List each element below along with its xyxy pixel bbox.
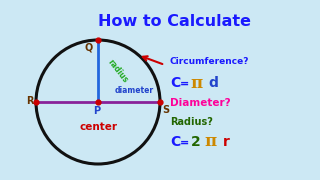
Text: 2: 2: [191, 135, 201, 149]
Text: π: π: [190, 75, 202, 91]
Text: center: center: [79, 122, 117, 132]
Text: Radius?: Radius?: [170, 117, 213, 127]
Text: r: r: [223, 135, 230, 149]
Text: C: C: [170, 135, 180, 149]
Text: C: C: [170, 76, 180, 90]
Text: S: S: [162, 105, 169, 115]
Text: How to Calculate: How to Calculate: [99, 14, 252, 29]
Text: π: π: [204, 134, 216, 150]
Text: R: R: [27, 96, 34, 106]
Text: radius: radius: [106, 58, 130, 84]
Text: Circumference?: Circumference?: [170, 57, 250, 66]
Text: P: P: [93, 106, 100, 116]
Text: Diameter?: Diameter?: [170, 98, 231, 108]
Text: Q: Q: [85, 42, 93, 52]
Text: =: =: [180, 138, 189, 148]
Text: d: d: [208, 76, 218, 90]
Text: =: =: [180, 79, 189, 89]
Text: diameter: diameter: [115, 86, 154, 95]
